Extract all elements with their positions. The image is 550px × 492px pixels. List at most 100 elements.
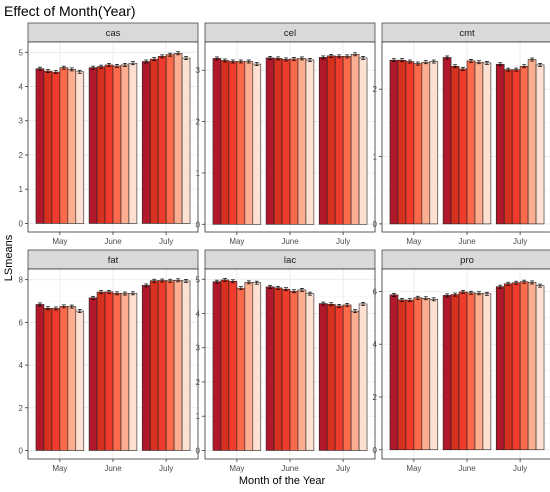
x-tick-label: May xyxy=(52,237,67,246)
bar-cmt-May-6 xyxy=(429,61,439,225)
bar-cel-May-2 xyxy=(220,60,230,225)
bar-cas-June-4 xyxy=(112,65,122,224)
strip-label-pro: pro xyxy=(460,255,474,266)
bar-cel-July-6 xyxy=(358,57,368,225)
bar-lac-July-4 xyxy=(342,304,352,451)
bar-lac-June-6 xyxy=(305,293,315,451)
panel-cmt: cmt 0 1 2 May June July xyxy=(373,22,550,246)
bar-cmt-May-2 xyxy=(397,59,407,225)
bar-lac-June-5 xyxy=(297,289,307,451)
bar-cel-May-4 xyxy=(236,61,246,225)
bar-lac-July-1 xyxy=(318,303,328,451)
bar-cmt-May-5 xyxy=(421,61,431,225)
y-tick-label: 0 xyxy=(19,446,24,455)
bar-lac-July-3 xyxy=(334,305,344,451)
bar-fat-June-6 xyxy=(128,293,138,451)
bar-cas-July-3 xyxy=(157,56,167,224)
x-tick-label: July xyxy=(513,464,527,473)
y-tick-label: 0 xyxy=(373,446,378,455)
y-tick-label: 4 xyxy=(373,340,378,349)
y-tick-label: 2 xyxy=(19,151,24,160)
x-tick-label: July xyxy=(513,237,527,246)
bar-fat-July-2 xyxy=(149,280,159,451)
bar-cas-May-6 xyxy=(75,71,85,224)
bar-fat-June-4 xyxy=(112,293,122,451)
bar-cas-June-2 xyxy=(96,66,106,224)
bar-pro-July-3 xyxy=(511,282,521,451)
bar-cas-May-3 xyxy=(51,71,61,224)
x-tick-label: June xyxy=(281,464,299,473)
bar-cel-June-3 xyxy=(281,59,291,225)
bar-fat-May-1 xyxy=(35,304,45,451)
bar-cmt-May-3 xyxy=(405,61,415,225)
bar-lac-May-6 xyxy=(252,282,262,451)
bar-pro-May-4 xyxy=(413,297,423,451)
bar-lac-May-2 xyxy=(220,279,230,451)
x-tick-label: June xyxy=(458,237,476,246)
bar-cmt-July-5 xyxy=(527,59,537,225)
bar-pro-July-2 xyxy=(503,283,513,451)
bar-lac-June-4 xyxy=(289,290,299,451)
bar-lac-June-1 xyxy=(265,286,275,451)
bar-fat-June-2 xyxy=(96,291,106,451)
bar-cmt-July-3 xyxy=(511,69,521,225)
bar-cmt-May-1 xyxy=(389,59,399,225)
x-tick-label: May xyxy=(406,464,421,473)
y-tick-label: 2 xyxy=(196,378,201,387)
bar-cas-July-2 xyxy=(149,58,159,224)
y-tick-label: 8 xyxy=(19,276,24,285)
bar-lac-June-3 xyxy=(281,288,291,451)
bar-cmt-June-6 xyxy=(482,62,492,225)
bar-pro-May-5 xyxy=(421,297,431,451)
bar-cas-July-1 xyxy=(141,61,151,224)
x-tick-label: June xyxy=(281,237,299,246)
bar-lac-May-5 xyxy=(244,282,254,451)
bar-pro-June-2 xyxy=(450,294,460,451)
strip-label-lac: lac xyxy=(284,255,296,266)
bar-pro-May-1 xyxy=(389,294,399,451)
strip-label-cel: cel xyxy=(284,28,296,39)
y-tick-label: 4 xyxy=(19,83,24,92)
bar-pro-June-3 xyxy=(458,291,468,451)
panel-fat: fat 0 2 4 6 8 May June July xyxy=(19,249,199,473)
bar-pro-June-6 xyxy=(482,293,492,451)
bar-cel-May-5 xyxy=(244,61,254,225)
bar-fat-July-4 xyxy=(165,280,175,451)
bar-lac-June-2 xyxy=(273,287,283,451)
y-tick-label: 0 xyxy=(19,219,24,228)
bar-fat-July-3 xyxy=(157,280,167,451)
bar-fat-June-5 xyxy=(120,293,130,451)
y-tick-label: 4 xyxy=(19,361,24,370)
bar-pro-July-6 xyxy=(535,285,545,451)
y-tick-label: 1 xyxy=(373,153,378,162)
bar-lac-May-4 xyxy=(236,287,246,451)
bar-pro-May-6 xyxy=(429,299,439,451)
y-tick-label: 3 xyxy=(196,344,201,353)
panel-border-pro xyxy=(381,268,550,460)
bar-cel-May-3 xyxy=(228,61,238,225)
bar-pro-July-4 xyxy=(519,281,529,451)
bar-fat-May-2 xyxy=(43,307,53,451)
bar-lac-July-5 xyxy=(350,310,360,451)
y-tick-label: 2 xyxy=(373,393,378,402)
panel-border-lac xyxy=(204,268,376,460)
strip-label-fat: fat xyxy=(108,255,119,266)
y-tick-label: 1 xyxy=(196,169,201,178)
x-tick-label: June xyxy=(104,464,122,473)
bar-cas-June-6 xyxy=(128,62,138,224)
bar-fat-May-6 xyxy=(75,310,85,451)
y-tick-label: 5 xyxy=(19,48,24,57)
bar-fat-July-6 xyxy=(181,280,191,451)
y-tick-label: 6 xyxy=(19,318,24,327)
panel-pro: pro 0 2 4 6 May June July xyxy=(373,249,550,473)
x-tick-label: July xyxy=(159,464,173,473)
bar-lac-July-6 xyxy=(358,303,368,451)
bar-lac-May-3 xyxy=(228,281,238,451)
bar-fat-June-1 xyxy=(88,297,98,451)
bar-cmt-July-4 xyxy=(519,65,529,225)
y-tick-label: 5 xyxy=(196,275,201,284)
bar-cmt-July-1 xyxy=(495,63,505,225)
bar-cel-July-3 xyxy=(334,56,344,225)
